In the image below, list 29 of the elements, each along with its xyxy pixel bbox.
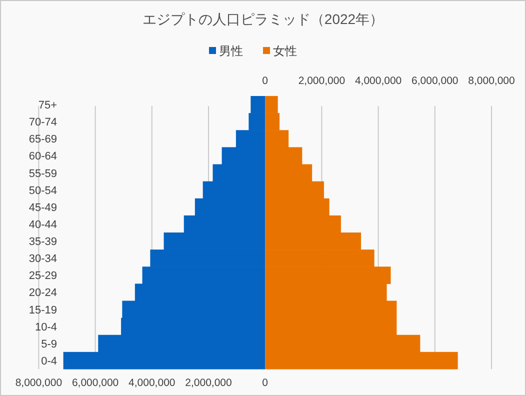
y-tick-label: 65-69 xyxy=(28,134,57,146)
y-tick-label: 50-54 xyxy=(28,184,57,197)
y-tick-label: 55-59 xyxy=(28,168,57,180)
y-tick-label: 20-24 xyxy=(28,287,57,300)
y-tick-label: 0-4 xyxy=(41,355,57,368)
x-tick-label: 2,000,000 xyxy=(185,377,232,389)
x-tick-label: 8,000,000 xyxy=(15,377,62,389)
y-tick-label: 40-44 xyxy=(28,218,57,231)
x-tick-label: 0 xyxy=(262,377,268,389)
x2-tick-label: 6,000,000 xyxy=(412,75,458,87)
y-tick-label: 5-9 xyxy=(41,338,57,350)
x2-tick-label: 8,000,000 xyxy=(468,75,516,87)
x2-tick-label: 0 xyxy=(262,75,268,87)
x-tick-label: 4,000,000 xyxy=(128,377,176,389)
y-tick-label: 35-39 xyxy=(28,236,57,248)
y-tick-label: 10-4 xyxy=(34,321,57,334)
y-tick-label: 25-29 xyxy=(28,270,57,282)
y-tick-label: 15-19 xyxy=(28,304,57,316)
x2-tick-label: 2,000,000 xyxy=(298,75,346,87)
y-tick-label: 75+ xyxy=(38,100,57,112)
y-tick-label: 30-34 xyxy=(28,253,57,266)
y-tick-label: 60-64 xyxy=(28,150,57,163)
y-tick-label: 70-74 xyxy=(28,116,57,129)
legend-label: 男性 xyxy=(219,44,243,58)
chart-title: エジプトの人口ピラミッド（2022年） xyxy=(142,11,384,27)
y-tick-label: 45-49 xyxy=(28,202,57,214)
x-tick-label: 6,000,000 xyxy=(72,377,119,389)
x2-tick-label: 4,000,000 xyxy=(354,75,402,87)
legend-label: 女性 xyxy=(273,44,297,58)
